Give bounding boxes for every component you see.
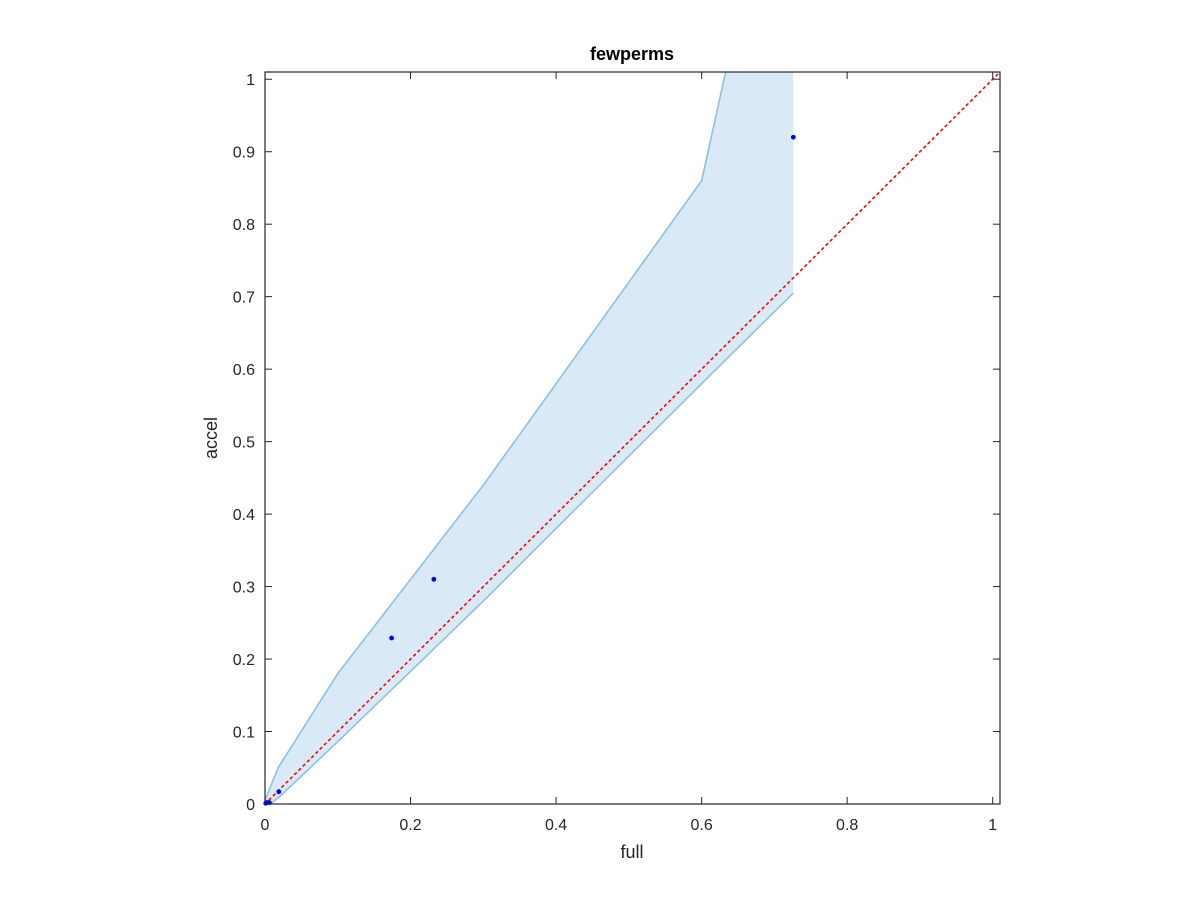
axis-ticks: 0 0.2 0.4 0.6 0.8 1 0 0.1 0.2 0.3 0.4 0.5 0.6 0.7 0.8 0…: [233, 72, 1000, 834]
reference-line-layer: [264, 71, 1001, 805]
band-fill: [265, 72, 794, 804]
chart-title: fewperms: [590, 44, 674, 64]
y-tick-label: 0.4: [233, 507, 255, 524]
y-tick-label: 0.2: [233, 652, 255, 669]
band-upper-edge: [264, 71, 727, 801]
data-point: [276, 789, 282, 795]
y-tick-label: 0.8: [233, 217, 255, 234]
data-point: [790, 134, 796, 140]
x-tick-label: 0.2: [399, 817, 421, 834]
confidence-band: [264, 71, 794, 805]
plot-area: 0 0.2 0.4 0.6 0.8 1 0 0.1 0.2 0.3 0.4 0.5 0.6 0.7 0.8 0…: [233, 71, 1001, 834]
x-tick-label: 0: [261, 817, 270, 834]
data-point: [389, 635, 395, 641]
axes-box: [264, 71, 1001, 805]
y-tick-label: 0.7: [233, 290, 255, 307]
y-tick-label: 0: [246, 797, 255, 814]
y-tick-label: 0.9: [233, 145, 255, 162]
y-axis-label: accel: [201, 417, 221, 459]
y-tick-label: 0.6: [233, 362, 255, 379]
y-tick-label: 1: [246, 72, 255, 89]
y-tick-label: 0.3: [233, 580, 255, 597]
y-tick-label: 0.1: [233, 725, 255, 742]
x-tick-label: 1: [988, 817, 997, 834]
reference-line: [264, 71, 1001, 805]
x-tick-label: 0.6: [691, 817, 713, 834]
x-tick-label: 0.8: [836, 817, 858, 834]
data-point: [431, 576, 437, 582]
y-tick-label: 0.5: [233, 435, 255, 452]
x-tick-label: 0.4: [545, 817, 567, 834]
x-axis-label: full: [620, 842, 643, 862]
band-lower-edge: [264, 292, 794, 805]
